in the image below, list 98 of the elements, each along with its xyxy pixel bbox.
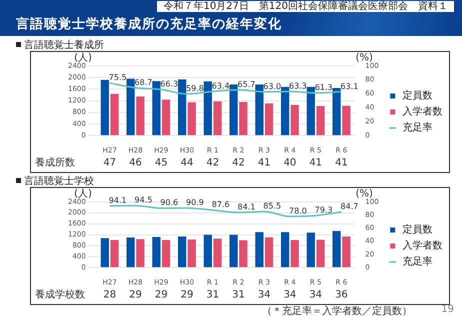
text: 36 xyxy=(335,290,348,301)
data-label: 65.7 xyxy=(238,80,256,89)
bar xyxy=(290,240,299,268)
bar xyxy=(230,84,238,136)
text: 46 xyxy=(129,158,142,169)
bar xyxy=(332,88,341,136)
legend-label: 入学者数 xyxy=(402,106,443,118)
bar xyxy=(136,239,144,268)
bar xyxy=(230,234,238,268)
text: 47 xyxy=(103,158,116,169)
bar xyxy=(213,101,222,136)
bar xyxy=(110,94,119,136)
data-label: 87.6 xyxy=(212,200,230,210)
text: 養成所数 xyxy=(35,156,75,169)
data-label: 63.1 xyxy=(340,82,358,91)
bar xyxy=(281,86,290,136)
bar xyxy=(188,239,196,268)
data-label: 90.6 xyxy=(160,198,178,208)
bar xyxy=(264,237,274,268)
bar xyxy=(100,238,109,268)
text: 28 xyxy=(103,290,116,301)
bar xyxy=(152,236,160,268)
bar xyxy=(178,79,186,136)
legend-label: 定員数 xyxy=(402,90,433,102)
text: 31 xyxy=(206,290,220,301)
bar xyxy=(239,240,248,268)
text: 44 xyxy=(180,158,194,169)
text: 42 xyxy=(232,158,245,169)
bar xyxy=(126,238,135,268)
bar xyxy=(178,236,186,268)
text: 42 xyxy=(206,158,220,169)
text: 34 xyxy=(309,290,322,301)
y2-axis-title: (%) xyxy=(356,52,374,64)
bar xyxy=(306,86,315,136)
bar xyxy=(162,240,170,268)
data-label: 63.3 xyxy=(289,82,307,91)
data-label: 94.1 xyxy=(108,196,127,205)
bar xyxy=(110,240,119,268)
bar xyxy=(316,106,325,136)
data-label: 75.5 xyxy=(108,73,127,82)
bar xyxy=(204,81,212,136)
bar xyxy=(281,232,290,268)
bar xyxy=(290,104,299,136)
data-label: 63.0 xyxy=(263,82,282,91)
bar xyxy=(239,102,248,136)
bar xyxy=(316,240,325,268)
bar xyxy=(342,106,350,136)
bar xyxy=(100,80,109,136)
data-label: 84.7 xyxy=(340,202,358,212)
bar xyxy=(162,100,170,136)
chart-title: 言語聴覚士学校 xyxy=(24,174,94,188)
legend-label: 入学者数 xyxy=(402,240,443,252)
text: 令和７年10月27日 第120回社会保障審議会医療部会 資料１ xyxy=(157,1,454,12)
data-label: 59.8 xyxy=(186,84,204,94)
bar xyxy=(255,232,264,268)
bar xyxy=(213,238,222,268)
text: 34 xyxy=(258,290,271,301)
text: （＊充足率＝入学者数／定員数） xyxy=(262,304,412,318)
bar xyxy=(255,84,264,136)
y2-axis-title: (%) xyxy=(356,188,374,200)
text: 29 xyxy=(154,290,168,301)
text: 40 xyxy=(284,158,296,169)
data-label: 90.9 xyxy=(186,198,204,208)
bar xyxy=(152,81,160,136)
text: 19 xyxy=(441,304,454,315)
data-label: 84.1 xyxy=(238,202,256,212)
data-label: 79.3 xyxy=(314,206,333,215)
bar xyxy=(204,234,212,268)
data-label: 94.5 xyxy=(134,196,152,205)
text: 34 xyxy=(284,290,296,301)
text: 29 xyxy=(180,290,194,301)
legend-label: 定員数 xyxy=(402,224,433,236)
bar xyxy=(126,78,135,136)
data-label: 61.3 xyxy=(314,83,333,92)
text: 45 xyxy=(154,158,168,169)
legend-label: 充足率 xyxy=(402,256,433,268)
bar xyxy=(342,236,350,268)
bar xyxy=(188,102,196,136)
text: 29 xyxy=(129,290,142,301)
text: 31 xyxy=(232,290,245,301)
text: 41 xyxy=(309,158,322,169)
legend-label: 充足率 xyxy=(402,122,433,134)
data-label: 66.3 xyxy=(160,80,178,89)
text: 41 xyxy=(335,158,348,169)
data-label: 68.7 xyxy=(134,78,152,87)
text: 41 xyxy=(258,158,271,169)
bar xyxy=(264,103,274,136)
data-label: 63.4 xyxy=(212,82,230,91)
text: 養成学校数 xyxy=(35,288,85,301)
y-axis-title: (人) xyxy=(74,188,92,200)
bar xyxy=(136,96,144,136)
chart-title: 言語聴覚士学校養成所の充足率の経年変化 xyxy=(16,16,282,33)
y-axis-title: (人) xyxy=(74,52,92,64)
bar xyxy=(306,232,315,268)
data-label: 85.5 xyxy=(263,202,282,211)
data-label: 78.0 xyxy=(289,206,307,216)
chart-subtitle: 言語聴覚士養成所 xyxy=(24,38,104,52)
bar xyxy=(332,230,341,268)
